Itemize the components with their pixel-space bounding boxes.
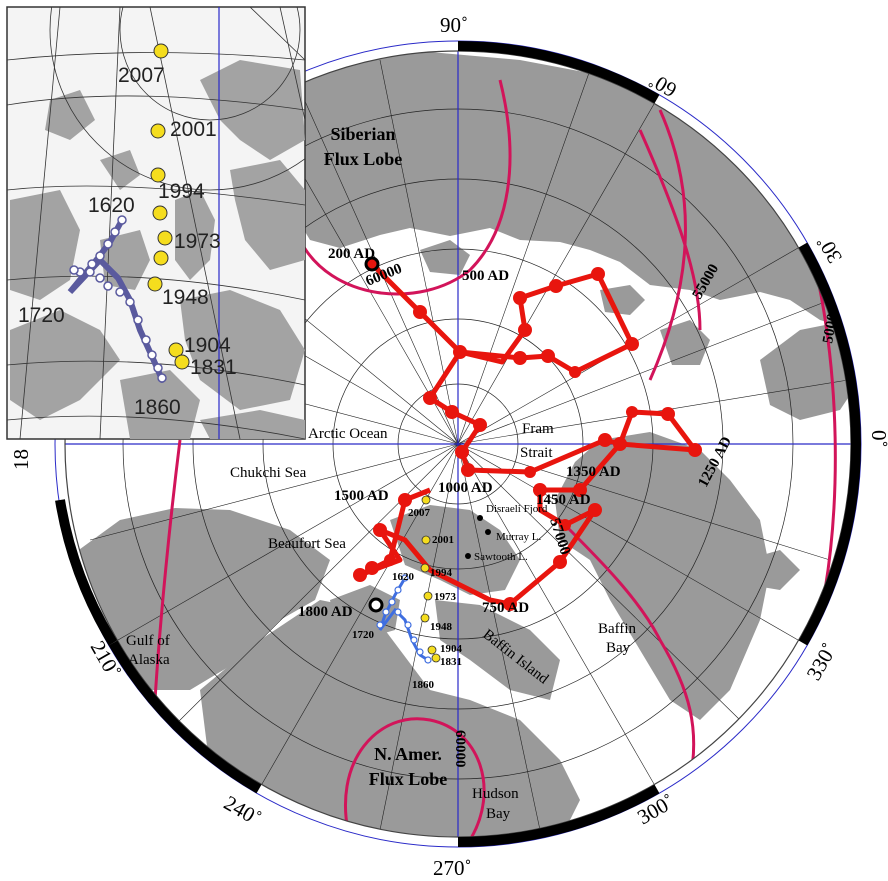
- disraeli-label: Disraeli Fjord: [486, 503, 548, 515]
- axis-lines: [65, 51, 851, 837]
- year-750ad: 750 AD: [482, 600, 529, 616]
- main-year-1831: 1831: [440, 656, 462, 668]
- main-year-1904: 1904: [440, 643, 463, 655]
- inset-year-2007: 2007: [118, 64, 165, 87]
- inset-map: 2007 2001 1994 1973 1948 1904 1831 1620 …: [6, 6, 306, 440]
- beaufort-sea-label: Beaufort Sea: [268, 536, 346, 552]
- deg-180-partial: 18: [9, 449, 33, 470]
- deg-330: 330˚: [802, 639, 842, 684]
- year-200ad: 200 AD: [328, 246, 375, 262]
- observed-pole-path-main: [420, 495, 441, 663]
- outer-frame-inner: [64, 50, 852, 838]
- fram-label-line2: Strait: [520, 445, 553, 461]
- inset-year-1994: 1994: [158, 180, 205, 203]
- site-dots: [465, 515, 491, 559]
- observed-pole-path-inset: [147, 43, 190, 370]
- degree-ring-band-left: [55, 499, 118, 646]
- intensity-contours: [153, 79, 837, 837]
- murray-label: Murray L.: [496, 531, 541, 543]
- year-1000ad: 1000 AD: [438, 480, 493, 496]
- deg-90: 90˚: [440, 13, 468, 37]
- inset-year-1948: 1948: [162, 286, 209, 309]
- historic-pole-path-main: [376, 574, 432, 664]
- contour-50000: 50000: [820, 305, 842, 345]
- main-year-1994: 1994: [430, 567, 453, 579]
- inset-year-labels: 2007 2001 1994 1973 1948 1904 1831 1620 …: [18, 64, 237, 419]
- baffin-bay-line1: Baffin: [598, 621, 637, 637]
- year-1800ad: 1800 AD: [298, 604, 353, 620]
- year-1450ad: 1450 AD: [536, 492, 591, 508]
- main-year-1720: 1720: [352, 629, 375, 641]
- year-500ad: 500 AD: [462, 268, 509, 284]
- flux-lobe-labels: Siberian Flux Lobe N. Amer. Flux Lobe: [324, 124, 448, 789]
- gulf-label-line2: Alaska: [128, 652, 170, 668]
- inset-year-1720: 1720: [18, 304, 65, 327]
- inset-year-1904: 1904: [184, 334, 231, 357]
- hudson-label-line1: Hudson: [472, 786, 519, 802]
- deg-240: 240˚: [220, 791, 265, 831]
- main-year-2001: 2001: [432, 534, 454, 546]
- inset-year-1620: 1620: [88, 194, 135, 217]
- deg-270: 270˚: [433, 856, 472, 880]
- baffin-bay-line2: Bay: [606, 640, 631, 656]
- contour-60000-bottom: 60000: [452, 730, 468, 768]
- main-year-2007: 2007: [408, 507, 431, 519]
- namer-lobe-line2: Flux Lobe: [369, 769, 448, 789]
- sawtooth-label: Sawtooth L.: [474, 551, 528, 563]
- inset-year-1831: 1831: [190, 356, 237, 379]
- paleo-pole-path: [353, 256, 702, 613]
- deg-0: 0˚: [867, 430, 888, 448]
- siberian-lobe-line2: Flux Lobe: [324, 149, 403, 169]
- main-year-1973: 1973: [434, 591, 457, 603]
- inset-year-2001: 2001: [170, 118, 217, 141]
- start-marker-200ad: [364, 256, 380, 272]
- fram-label-line1: Fram: [522, 421, 554, 437]
- namer-lobe-line1: N. Amer.: [374, 744, 442, 764]
- historic-pole-path-inset: [67, 215, 167, 383]
- degree-ring-bands: [108, 40, 862, 848]
- inset-year-1973: 1973: [174, 230, 221, 253]
- start-marker-1800ad: [368, 597, 384, 613]
- chukchi-sea-label: Chukchi Sea: [230, 465, 307, 481]
- main-year-1860: 1860: [412, 679, 435, 691]
- main-year-1620: 1620: [392, 571, 415, 583]
- main-year-1948: 1948: [430, 621, 453, 633]
- arctic-ocean-label: Arctic Ocean: [308, 426, 388, 442]
- year-1500ad: 1500 AD: [334, 488, 389, 504]
- site-labels: Disraeli Fjord Murray L. Sawtooth L.: [474, 503, 548, 563]
- hudson-label-line2: Bay: [486, 806, 511, 822]
- observed-year-labels-main: 2007 2001 1994 1973 1948 1904 1831 1620 …: [352, 507, 463, 691]
- gulf-label-line1: Gulf of: [126, 633, 170, 649]
- inset-year-1860: 1860: [134, 396, 181, 419]
- year-1350ad: 1350 AD: [566, 464, 621, 480]
- siberian-lobe-line1: Siberian: [330, 124, 395, 144]
